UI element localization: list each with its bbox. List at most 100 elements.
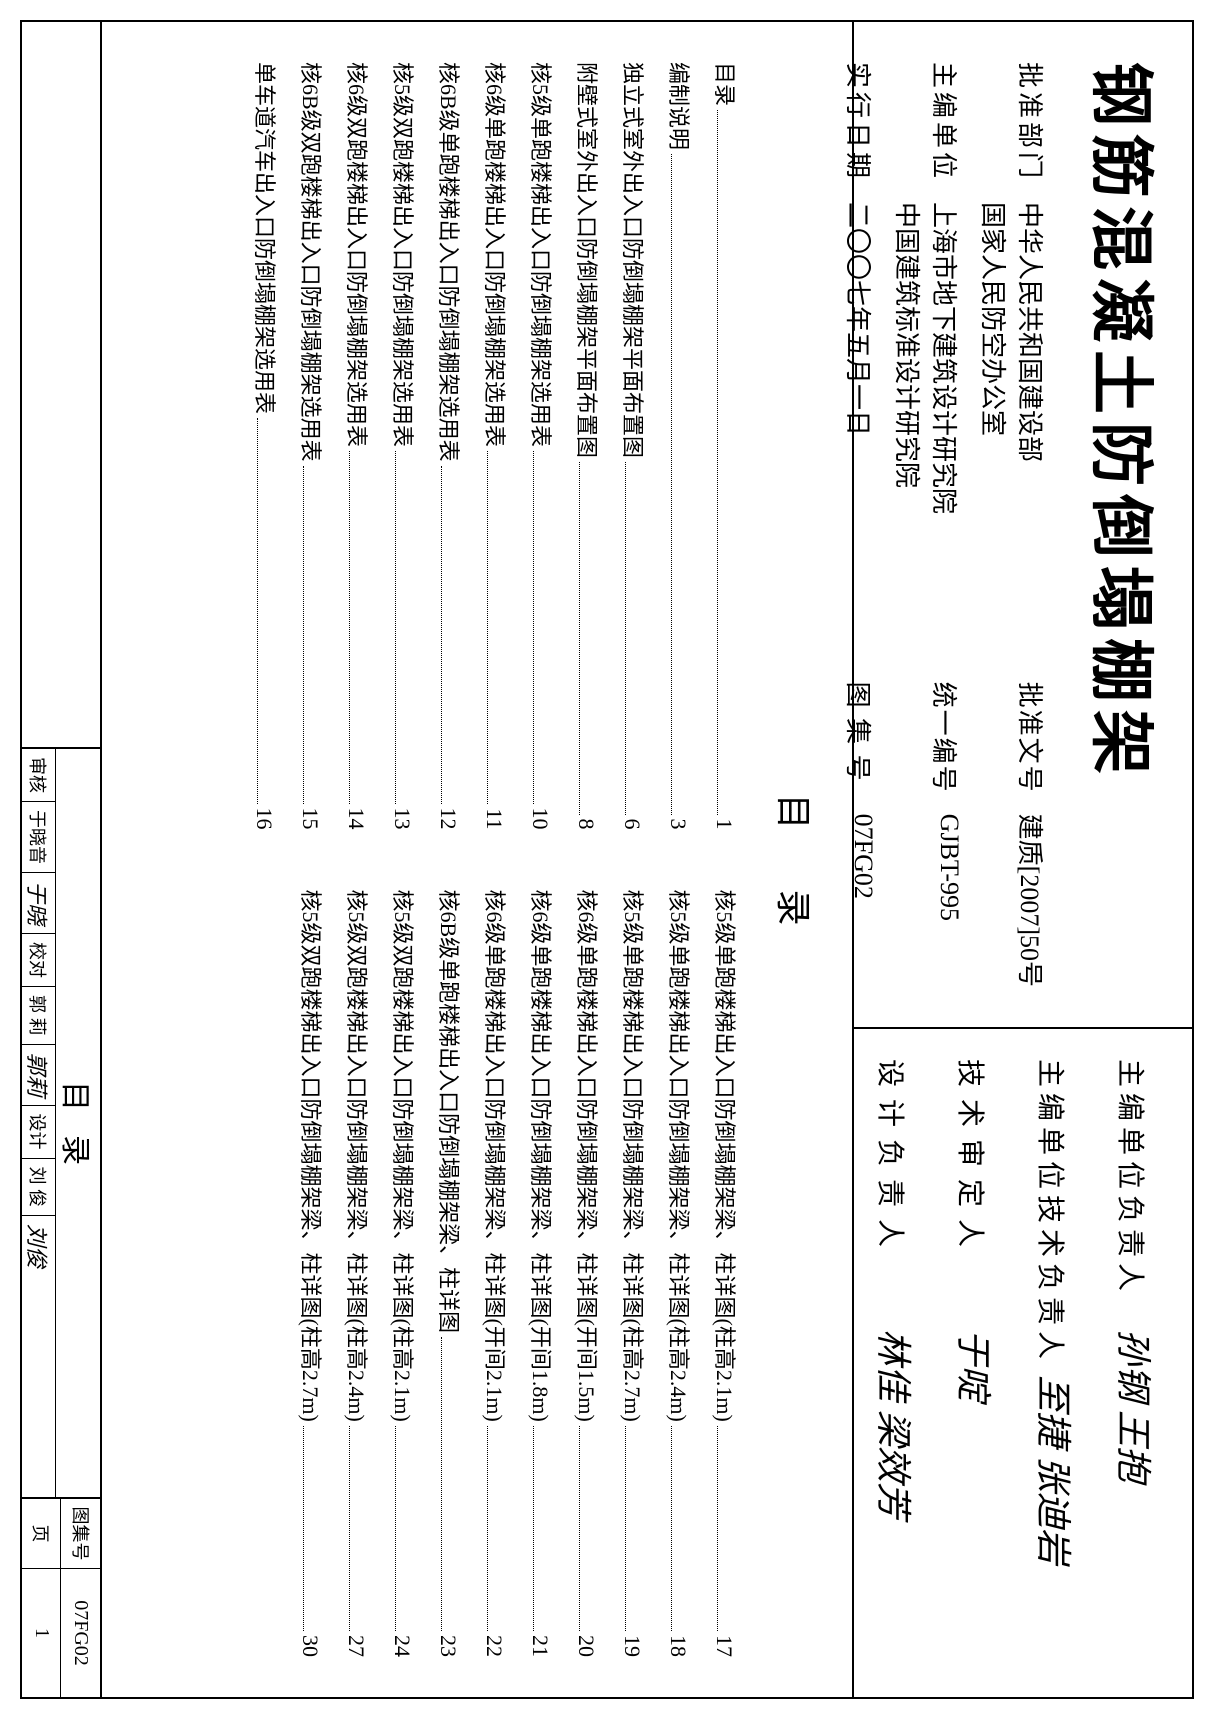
toc-entry: 核6级单跑楼梯出入口防倒塌棚架梁、柱详图(开间1.5m) 20 <box>572 890 604 1658</box>
footer-mid: 目录 审核于晓音于晓校对郭 莉郭莉设计刘 俊刘俊 <box>22 747 100 1497</box>
toc-text: 核6级单跑楼梯出入口防倒塌棚架梁、柱详图(开间2.1m) <box>480 890 512 1422</box>
signature-value: 孙钢 王抱 <box>1110 1329 1162 1482</box>
toc-entry: 编制说明3 <box>664 62 696 830</box>
toc-dots <box>487 451 488 804</box>
toc-entry: 核6B级单跑楼梯出入口防倒塌棚架梁、柱详图 23 <box>434 890 466 1658</box>
toc-text: 核6级单跑楼梯出入口防倒塌棚架梁、柱详图(开间1.5m) <box>572 890 604 1422</box>
toc-dots <box>533 1426 534 1631</box>
toc-dots <box>533 451 534 803</box>
signature-label: 技术审定人 <box>952 1059 992 1319</box>
toc-entry: 目录 1 <box>710 62 742 830</box>
footer-credit-label: 校对 <box>22 934 55 987</box>
toc-text: 核6B级单跑楼梯出入口防倒塌棚架梁、柱详图 <box>434 890 466 1334</box>
toc-page: 13 <box>389 808 415 830</box>
toc-page: 18 <box>665 1635 691 1657</box>
toc-entry: 核6级双跑楼梯出入口防倒塌棚架选用表 14 <box>342 62 374 830</box>
toc-page: 20 <box>573 1635 599 1657</box>
info-grid: 批准部门 中华人民共和国建设部国家人民防空办公室 批准文号 建质[2007]50… <box>841 62 1050 987</box>
signature-label: 主编单位负责人 <box>1112 1059 1152 1319</box>
signature-row: 主编单位负责人 孙钢 王抱 <box>1110 1059 1162 1677</box>
toc-entry: 核5级单跑楼梯出入口防倒塌棚架梁、柱详图(柱高2.7m)19 <box>618 890 650 1658</box>
toc-page: 10 <box>527 808 553 830</box>
toc-dots <box>303 466 304 804</box>
toc-dots <box>441 466 442 804</box>
toc-text: 核5级双跑楼梯出入口防倒塌棚架选用表 <box>388 62 420 447</box>
signature-row: 技术审定人 于啶 <box>950 1059 1002 1677</box>
footer-credits: 审核于晓音于晓校对郭 莉郭莉设计刘 俊刘俊 <box>22 749 55 1497</box>
toc-dots <box>303 1426 304 1631</box>
footer-right: 图集号 07FG02 页 1 <box>22 1497 100 1697</box>
toc-text: 独立式室外出入口防倒塌棚架平面布置图 <box>618 62 650 458</box>
toc-text: 核5级单跑楼梯出入口防倒塌棚架梁、柱详图(柱高2.1m) <box>710 890 742 1422</box>
title-block: 钢筋混凝土防倒塌棚架 批准部门 中华人民共和国建设部国家人民防空办公室 批准文号… <box>854 22 1192 1027</box>
info-label: 统一编号 <box>890 662 964 794</box>
toc-dots <box>717 1426 718 1631</box>
info-value: 建质[2007]50号 <box>976 814 1050 987</box>
toc-entry: 核6级单跑楼梯出入口防倒塌棚架梁、柱详图(开间2.1m) 22 <box>480 890 512 1658</box>
info-label: 批准文号 <box>976 662 1050 794</box>
toc-right-column: 核5级单跑楼梯出入口防倒塌棚架梁、柱详图(柱高2.1m)17核5级单跑楼梯出入口… <box>112 890 742 1658</box>
toc-dots <box>487 1426 488 1631</box>
footer-right-value: 1 <box>22 1569 61 1697</box>
toc-page: 30 <box>297 1635 323 1657</box>
toc-dots <box>579 462 580 814</box>
signature-row: 设计负责人 林佳 梁效芳 <box>870 1059 922 1677</box>
toc-page: 21 <box>527 1635 553 1657</box>
toc-page: 15 <box>297 808 323 830</box>
toc-page: 1 <box>711 819 737 830</box>
footer-credit-name: 于晓音 <box>22 802 55 873</box>
toc-dots <box>441 1337 442 1631</box>
toc-text: 附壁式室外出入口防倒塌棚架平面布置图 <box>572 62 604 458</box>
toc-heading-right: 录 <box>773 890 813 986</box>
toc-text: 核5级双跑楼梯出入口防倒塌棚架梁、柱详图(柱高2.4m) <box>342 890 374 1422</box>
toc-left-column: 目录 1 编制说明3 独立式室外出入口防倒塌棚架平面布置图6 附壁式室外出入口防倒塌棚架… <box>112 62 742 830</box>
toc-dots <box>395 451 396 803</box>
toc-page: 14 <box>343 808 369 830</box>
toc-page: 19 <box>619 1635 645 1657</box>
footer-credit-signature: 于晓 <box>22 873 55 934</box>
footer-credit-label: 审核 <box>22 749 55 802</box>
toc-entry: 独立式室外出入口防倒塌棚架平面布置图6 <box>618 62 650 830</box>
toc-dots <box>395 1426 396 1631</box>
toc-text: 核6B级双跑楼梯出入口防倒塌棚架选用表 <box>296 62 328 462</box>
toc-entry: 核5级双跑楼梯出入口防倒塌棚架梁、柱详图(柱高2.1m)24 <box>388 890 420 1658</box>
toc-page: 16 <box>251 808 277 830</box>
signature-value: 林佳 梁效芳 <box>870 1329 922 1518</box>
signature-block: 主编单位负责人 孙钢 王抱 主编单位技术负责人 至捷 张迪岩 技术审定人 于啶 … <box>854 1027 1192 1697</box>
toc-dots <box>671 154 672 814</box>
toc-dots <box>671 1426 672 1631</box>
toc-page: 22 <box>481 1635 507 1657</box>
toc-text: 单车道汽车出入口防倒塌棚架选用表 <box>250 62 282 414</box>
toc-dots <box>257 418 258 803</box>
toc-dots <box>625 1426 626 1631</box>
toc-dots <box>349 1426 350 1631</box>
toc-page: 12 <box>435 808 461 830</box>
toc-text: 核6级双跑楼梯出入口防倒塌棚架选用表 <box>342 62 374 447</box>
signature-row: 主编单位技术负责人 至捷 张迪岩 <box>1030 1059 1082 1677</box>
toc-page: 23 <box>435 1635 461 1657</box>
header-section: 钢筋混凝土防倒塌棚架 批准部门 中华人民共和国建设部国家人民防空办公室 批准文号… <box>852 22 1192 1697</box>
toc-text: 核6B级单跑楼梯出入口防倒塌棚架选用表 <box>434 62 466 462</box>
toc-entry: 核5级单跑楼梯出入口防倒塌棚架梁、柱详图(柱高2.4m)18 <box>664 890 696 1658</box>
signature-label: 主编单位技术负责人 <box>1032 1059 1072 1365</box>
toc-entry: 单车道汽车出入口防倒塌棚架选用表 16 <box>250 62 282 830</box>
toc-text: 目录 <box>710 62 742 106</box>
toc-dots <box>717 110 718 814</box>
toc-dots <box>579 1426 580 1631</box>
toc-page: 24 <box>389 1635 415 1657</box>
toc-page: 27 <box>343 1635 369 1657</box>
info-value: 中华人民共和国建设部国家人民防空办公室 <box>976 202 1050 642</box>
footer-credit-label: 设计 <box>22 1106 55 1159</box>
toc-dots <box>349 451 350 803</box>
toc-entry: 核5级双跑楼梯出入口防倒塌棚架梁、柱详图(柱高2.4m) 27 <box>342 890 374 1658</box>
footer-right-label: 图集号 <box>62 1499 101 1569</box>
toc-dots <box>625 462 626 814</box>
toc-entry: 核6B级双跑楼梯出入口防倒塌棚架选用表 15 <box>296 62 328 830</box>
toc-text: 核5级单跑楼梯出入口防倒塌棚架选用表 <box>526 62 558 447</box>
info-label: 批准部门 <box>976 62 1050 182</box>
footer-right-row: 页 1 <box>22 1499 61 1697</box>
signature-label: 设计负责人 <box>872 1059 912 1319</box>
toc-entry: 核5级单跑楼梯出入口防倒塌棚架梁、柱详图(柱高2.1m)17 <box>710 890 742 1658</box>
info-value: GJBT-995 <box>890 814 964 987</box>
toc-entry: 核5级双跑楼梯出入口防倒塌棚架梁、柱详图(柱高2.7m)30 <box>296 890 328 1658</box>
